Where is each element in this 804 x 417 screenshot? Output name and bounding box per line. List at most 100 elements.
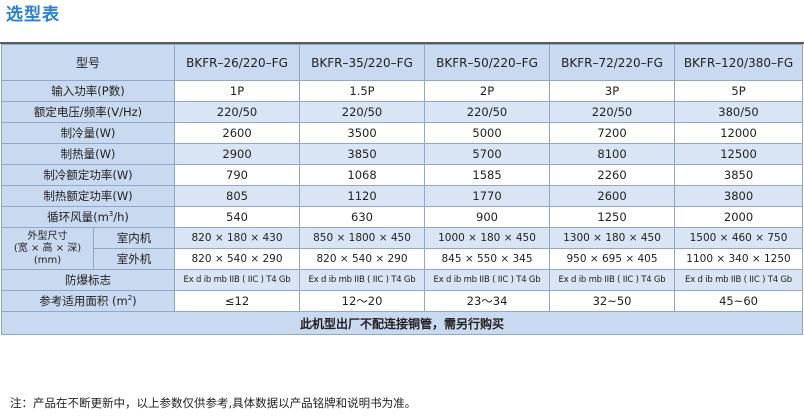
spec-table: 型号 BKFR–26/220–FG BKFR–35/220–FG BKFR–50…	[0, 44, 804, 335]
table-cell: 380/50	[674, 101, 804, 123]
table-row-outdoor: 室外机 820 × 540 × 290 820 × 540 × 290 845 …	[2, 248, 804, 270]
table-cell: 900	[424, 206, 551, 228]
dimensions-label-line: (宽 × 高 × 深)	[13, 242, 82, 254]
row-label: 输入功率(P数)	[0, 80, 176, 102]
dimensions-label-line: 外型尺寸	[27, 230, 68, 242]
model-header: BKFR–120/380–FG	[674, 44, 804, 81]
table-cell: 45~60	[674, 290, 804, 312]
table-cell: 1585	[424, 164, 551, 186]
table-cell: 1100 × 340 × 1250	[674, 248, 804, 270]
table-cell: 1000 × 180 × 450	[424, 227, 551, 249]
table-cell: 3850	[674, 164, 804, 186]
model-header: BKFR–35/220–FG	[299, 44, 426, 81]
table-cell: 820 × 540 × 290	[174, 248, 301, 270]
dimensions-label-line: (mm)	[33, 254, 62, 266]
row-label: 制热量(W)	[0, 143, 176, 165]
row-label: 制冷额定功率(W)	[0, 164, 176, 186]
table-cell: 630	[299, 206, 426, 228]
table-cell: 5700	[424, 143, 551, 165]
table-cell: 820 × 180 × 430	[174, 227, 301, 249]
table-row: 参考适用面积 (m2) ≤12 12～20 23～34 32~50 45~60	[0, 290, 804, 312]
table-cell: 7200	[549, 122, 676, 144]
indoor-label: 室内机	[92, 227, 176, 249]
top-divider	[0, 42, 804, 44]
row-label-text: 参考适用面积 (m	[39, 294, 128, 308]
table-cell: 12000	[674, 122, 804, 144]
table-cell: 845 × 550 × 345	[424, 248, 551, 270]
table-cell: 790	[174, 164, 301, 186]
table-row: 制冷额定功率(W) 790 1068 1585 2260 3850	[0, 164, 804, 186]
table-cell: 2900	[174, 143, 301, 165]
row-label-suffix: /h)	[113, 210, 129, 224]
table-cell: 23～34	[424, 290, 551, 312]
row-label: 制热额定功率(W)	[0, 185, 176, 207]
table-cell: 1770	[424, 185, 551, 207]
row-label-sup: 3	[108, 210, 114, 219]
table-cell: 1068	[299, 164, 426, 186]
row-label-sup: 2	[127, 294, 133, 303]
table-cell: 2P	[424, 80, 551, 102]
row-label: 制冷量(W)	[0, 122, 176, 144]
table-cell: 12500	[674, 143, 804, 165]
row-label: 循环风量(m3/h)	[0, 206, 176, 228]
table-cell: 1.5P	[299, 80, 426, 102]
bottom-note: 此机型出厂不配连接铜管，需另行购买	[0, 311, 804, 335]
table-cell: 220/50	[174, 101, 301, 123]
table-row: 输入功率(P数) 1P 1.5P 2P 3P 5P	[0, 80, 804, 102]
table-cell: 1P	[174, 80, 301, 102]
table-cell: 3800	[674, 185, 804, 207]
table-cell: 3850	[299, 143, 426, 165]
table-cell: 805	[174, 185, 301, 207]
table-cell: Ex d ib mb IIB ( IIC ) T4 Gb	[174, 269, 301, 291]
dimensions-label: 外型尺寸 (宽 × 高 × 深) (mm)	[1, 227, 94, 270]
table-cell: 5000	[424, 122, 551, 144]
model-label: 型号	[0, 44, 176, 81]
row-label: 防爆标志	[0, 269, 176, 291]
table-row: 防爆标志 Ex d ib mb IIB ( IIC ) T4 Gb Ex d i…	[0, 269, 804, 291]
table-cell: Ex d ib mb IIB ( IIC ) T4 Gb	[674, 269, 804, 291]
table-cell: 2260	[549, 164, 676, 186]
table-cell: 1500 × 460 × 750	[674, 227, 804, 249]
row-label-suffix: )	[132, 294, 137, 308]
table-cell: Ex d ib mb IIB ( IIC ) T4 Gb	[424, 269, 551, 291]
table-cell: 3P	[549, 80, 676, 102]
table-cell: 220/50	[549, 101, 676, 123]
model-header: BKFR–50/220–FG	[424, 44, 551, 81]
row-label-text: 循环风量(m	[47, 210, 109, 224]
table-cell: 220/50	[299, 101, 426, 123]
table-cell: 3500	[299, 122, 426, 144]
table-cell: 950 × 695 × 405	[549, 248, 676, 270]
model-header: BKFR–26/220–FG	[174, 44, 301, 81]
table-cell: 850 × 1800 × 450	[299, 227, 426, 249]
table-cell: Ex d ib mb IIB ( IIC ) T4 Gb	[549, 269, 676, 291]
table-cell: 1120	[299, 185, 426, 207]
table-cell: 32~50	[549, 290, 676, 312]
row-label: 额定电压/频率(V/Hz)	[0, 101, 176, 123]
table-cell: 2000	[674, 206, 804, 228]
table-cell: 2600	[174, 122, 301, 144]
table-row: 制冷量(W) 2600 3500 5000 7200 12000	[0, 122, 804, 144]
row-label: 参考适用面积 (m2)	[0, 290, 176, 312]
table-cell: 220/50	[424, 101, 551, 123]
table-cell: 8100	[549, 143, 676, 165]
header-row: 型号 BKFR–26/220–FG BKFR–35/220–FG BKFR–50…	[0, 44, 804, 81]
table-row: 额定电压/频率(V/Hz) 220/50 220/50 220/50 220/5…	[0, 101, 804, 123]
footnote: 注：产品在不断更新中，以上参数仅供参考,具体数据以产品铭牌和说明书为准。	[10, 396, 417, 410]
table-cell: 1250	[549, 206, 676, 228]
table-cell: 12～20	[299, 290, 426, 312]
table-cell: 1300 × 180 × 450	[549, 227, 676, 249]
note-row: 此机型出厂不配连接铜管，需另行购买	[0, 311, 804, 335]
model-header: BKFR–72/220–FG	[549, 44, 676, 81]
table-cell: 2600	[549, 185, 676, 207]
table-cell: 820 × 540 × 290	[299, 248, 426, 270]
table-cell: 5P	[674, 80, 804, 102]
page-title: 选型表	[6, 5, 60, 25]
table-row: 制热量(W) 2900 3850 5700 8100 12500	[0, 143, 804, 165]
table-cell: ≤12	[174, 290, 301, 312]
outdoor-label: 室外机	[92, 248, 176, 270]
table-row-indoor: 外型尺寸 (宽 × 高 × 深) (mm) 室内机 820 × 180 × 43…	[1, 227, 804, 270]
table-cell: 540	[174, 206, 301, 228]
table-cell: Ex d ib mb IIB ( IIC ) T4 Gb	[299, 269, 426, 291]
table-row: 循环风量(m3/h) 540 630 900 1250 2000	[0, 206, 804, 228]
table-row: 制热额定功率(W) 805 1120 1770 2600 3800	[0, 185, 804, 207]
